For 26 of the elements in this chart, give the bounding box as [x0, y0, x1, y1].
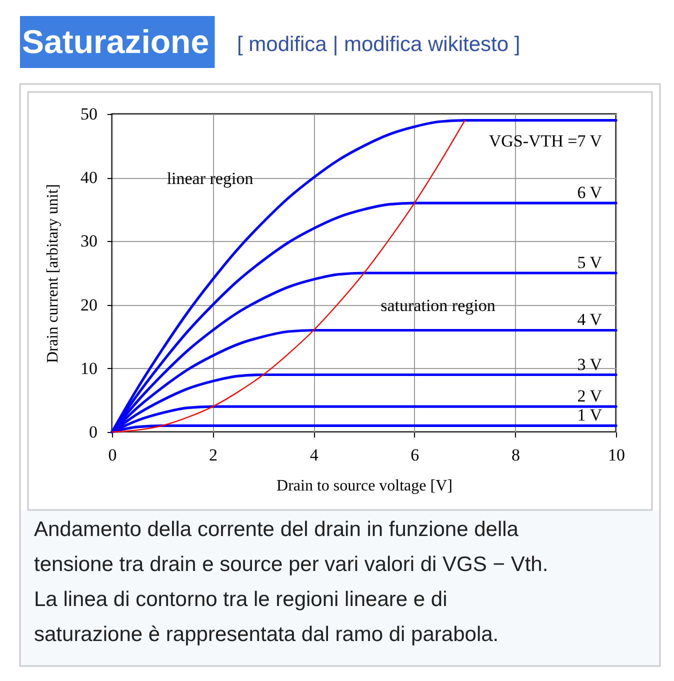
y-tick-label: 30: [80, 232, 98, 251]
x-tick-label: 10: [608, 446, 625, 464]
x-tick-label: 6: [410, 446, 420, 464]
x-tick-label: 4: [310, 446, 319, 464]
x-tick-label: 0: [108, 446, 117, 464]
annotation: linear region: [166, 169, 254, 188]
annotation: saturation region: [380, 296, 496, 315]
series-label: 1 V: [577, 406, 603, 425]
x-axis-title: Drain to source voltage [V]: [276, 478, 452, 494]
series-label: 6 V: [577, 183, 603, 202]
x-tick-label: 2: [209, 446, 218, 464]
x-tick-label: 8: [511, 446, 520, 464]
series-label: 4 V: [577, 310, 603, 330]
series-label: 5 V: [577, 253, 603, 272]
chart-subtitle: [ modifica | modifica wikitesto ]: [237, 33, 520, 56]
text: Andamento della corrente del drain in funzione della tensione tra drain e source per vari valori di VGS − Vth. La linea di contorno tra le regioni lineare e di saturazione è rappresentata dal ramo di parabola.: [34, 518, 548, 646]
series-label: 3 V: [577, 354, 603, 374]
y-tick-label: 40: [80, 168, 98, 188]
y-axis-title: Drain current [arbitary unit]: [44, 184, 62, 364]
series-label: 2 V: [577, 386, 603, 406]
y-tick-label: 0: [89, 422, 98, 442]
chart-title: Saturazione: [22, 23, 210, 60]
y-tick-label: 20: [80, 295, 98, 314]
y-tick-label: 50: [80, 104, 98, 124]
y-tick-label: 10: [80, 358, 98, 378]
series-label: VGS-VTH =7 V: [488, 131, 603, 150]
